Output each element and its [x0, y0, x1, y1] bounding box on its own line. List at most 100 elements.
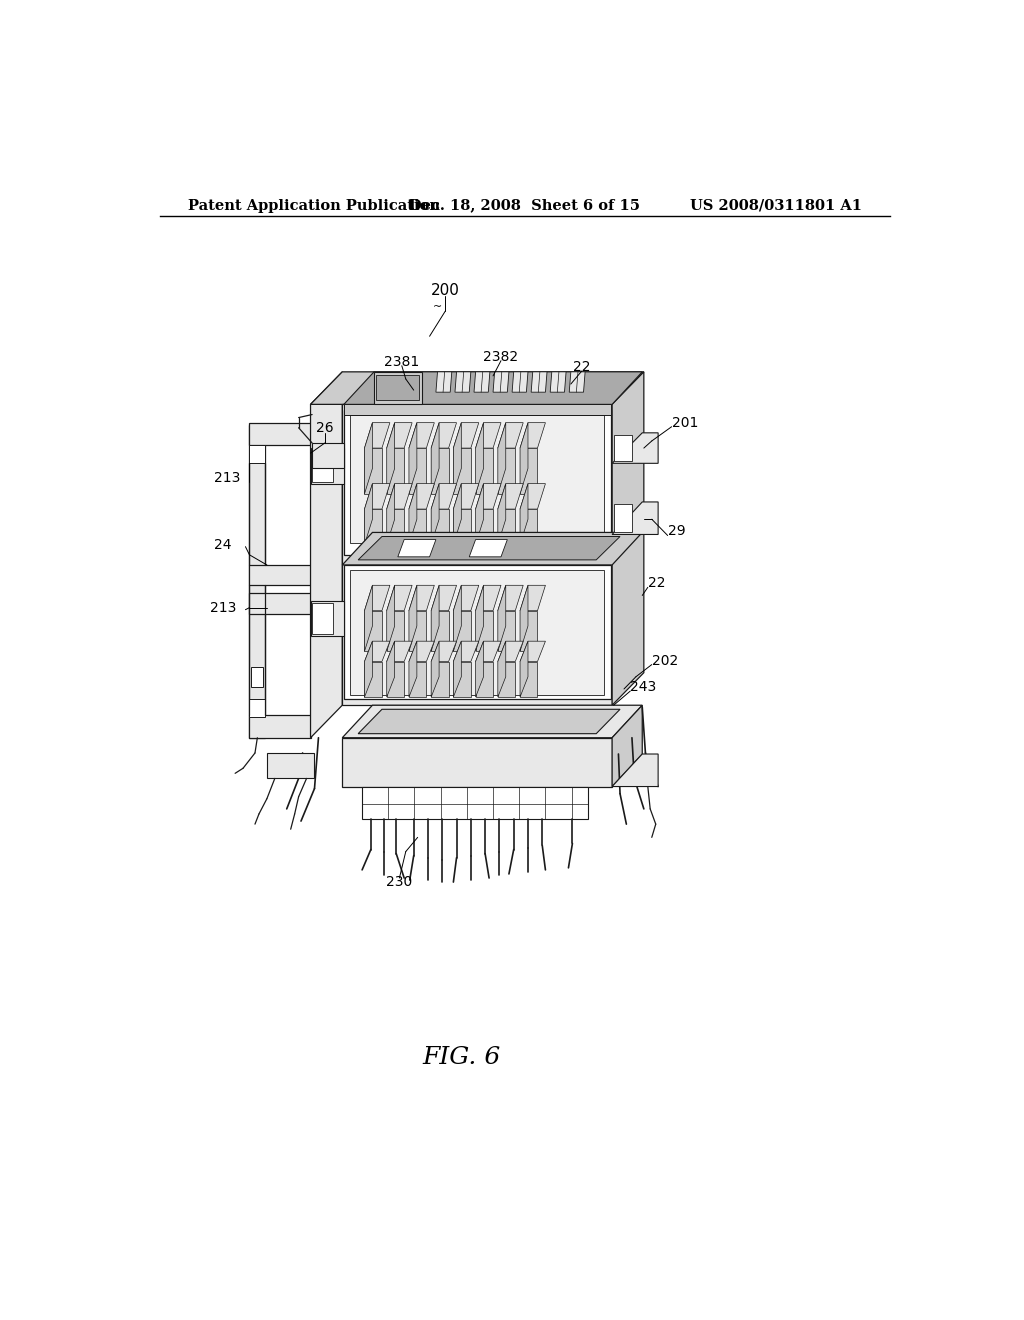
Polygon shape [454, 447, 471, 494]
Polygon shape [431, 422, 457, 447]
Polygon shape [454, 510, 471, 545]
Text: 2381: 2381 [384, 355, 420, 368]
Polygon shape [475, 422, 501, 447]
Polygon shape [342, 738, 612, 787]
Polygon shape [498, 510, 515, 545]
Text: 2382: 2382 [483, 350, 518, 363]
Polygon shape [520, 422, 528, 494]
Polygon shape [475, 661, 494, 697]
Text: Patent Application Publication: Patent Application Publication [187, 199, 439, 213]
Polygon shape [409, 642, 417, 697]
Polygon shape [365, 510, 382, 545]
Polygon shape [310, 372, 644, 404]
Polygon shape [409, 447, 426, 494]
Text: FIG. 6: FIG. 6 [422, 1047, 501, 1069]
Polygon shape [409, 585, 417, 651]
Polygon shape [342, 404, 612, 705]
Text: 26: 26 [316, 421, 334, 434]
Polygon shape [250, 422, 310, 445]
Polygon shape [267, 752, 314, 779]
Polygon shape [454, 422, 479, 447]
Polygon shape [350, 414, 604, 543]
Polygon shape [409, 510, 426, 545]
Polygon shape [365, 483, 390, 510]
Polygon shape [454, 661, 471, 697]
Polygon shape [431, 422, 439, 494]
Polygon shape [365, 661, 382, 697]
Polygon shape [344, 404, 610, 414]
Polygon shape [550, 372, 566, 392]
Polygon shape [454, 422, 461, 494]
Polygon shape [520, 642, 528, 697]
Polygon shape [387, 661, 404, 697]
Polygon shape [454, 642, 479, 661]
Polygon shape [409, 585, 434, 611]
Polygon shape [358, 536, 620, 560]
Polygon shape [520, 483, 546, 510]
Polygon shape [387, 422, 394, 494]
Polygon shape [409, 611, 426, 651]
Polygon shape [520, 585, 546, 611]
Polygon shape [455, 372, 471, 392]
Polygon shape [475, 422, 483, 494]
Polygon shape [498, 422, 506, 494]
Polygon shape [475, 483, 483, 545]
Polygon shape [520, 447, 538, 494]
Polygon shape [344, 411, 610, 554]
Polygon shape [387, 483, 412, 510]
Polygon shape [387, 585, 412, 611]
Polygon shape [475, 642, 483, 697]
Polygon shape [365, 642, 373, 697]
Polygon shape [436, 372, 452, 392]
Polygon shape [612, 372, 644, 705]
Polygon shape [612, 754, 658, 787]
Polygon shape [250, 445, 265, 463]
Polygon shape [409, 422, 434, 447]
Polygon shape [365, 585, 373, 651]
Text: US 2008/0311801 A1: US 2008/0311801 A1 [690, 199, 862, 213]
Polygon shape [494, 372, 509, 392]
Polygon shape [612, 705, 642, 787]
Polygon shape [358, 709, 620, 734]
Polygon shape [409, 661, 426, 697]
Polygon shape [512, 372, 528, 392]
Text: 213: 213 [210, 601, 237, 615]
Polygon shape [498, 661, 515, 697]
Polygon shape [342, 705, 642, 738]
Polygon shape [475, 585, 483, 651]
Polygon shape [498, 642, 523, 661]
Polygon shape [475, 447, 494, 494]
Polygon shape [310, 372, 342, 738]
Polygon shape [474, 372, 489, 392]
Polygon shape [475, 510, 494, 545]
Polygon shape [250, 594, 310, 614]
Polygon shape [520, 422, 546, 447]
Polygon shape [431, 483, 457, 510]
Polygon shape [251, 667, 263, 686]
Polygon shape [454, 585, 461, 651]
Polygon shape [310, 601, 344, 636]
Text: 24: 24 [214, 537, 232, 552]
Polygon shape [613, 434, 632, 461]
Polygon shape [454, 642, 461, 697]
Polygon shape [387, 611, 404, 651]
Polygon shape [431, 585, 439, 651]
Polygon shape [454, 611, 471, 651]
Polygon shape [520, 611, 538, 651]
Text: 213: 213 [214, 470, 241, 484]
Polygon shape [250, 425, 265, 738]
Text: 22: 22 [648, 577, 666, 590]
Polygon shape [475, 483, 501, 510]
Polygon shape [250, 715, 310, 738]
Polygon shape [365, 642, 390, 661]
Polygon shape [475, 611, 494, 651]
Text: ~: ~ [433, 302, 442, 312]
Text: 29: 29 [668, 524, 685, 539]
Polygon shape [498, 585, 506, 651]
Polygon shape [387, 510, 404, 545]
Polygon shape [531, 372, 547, 392]
Polygon shape [409, 642, 434, 661]
Polygon shape [365, 585, 390, 611]
Polygon shape [409, 422, 417, 494]
Polygon shape [613, 504, 632, 532]
